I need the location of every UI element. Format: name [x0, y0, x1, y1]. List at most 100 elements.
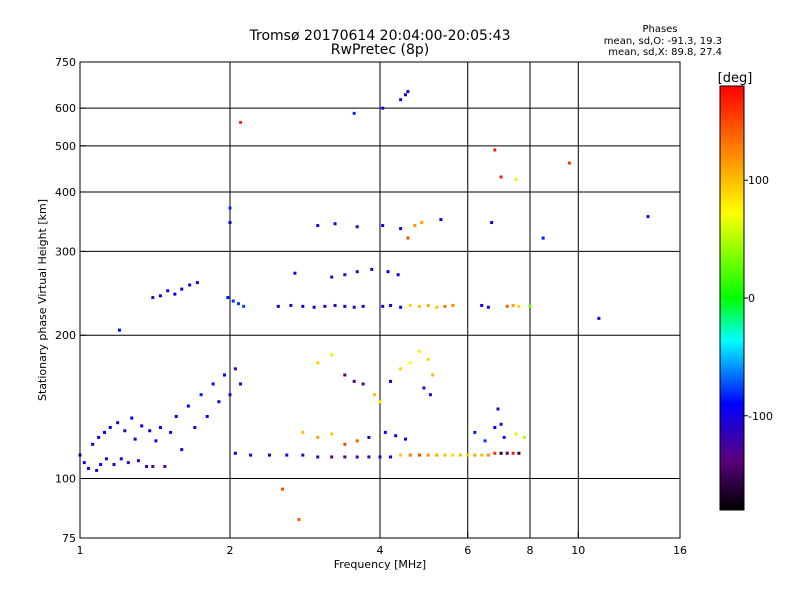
data-point	[435, 305, 439, 309]
data-point	[517, 451, 521, 455]
data-point	[158, 425, 162, 429]
data-point	[381, 304, 385, 308]
data-point	[408, 453, 412, 457]
data-point	[330, 353, 334, 357]
data-point	[151, 464, 155, 468]
data-point	[297, 518, 301, 522]
data-point	[199, 393, 203, 397]
data-point	[511, 303, 515, 307]
data-point	[103, 430, 107, 434]
data-point	[217, 400, 221, 404]
data-point	[104, 457, 108, 461]
data-point	[381, 106, 385, 110]
data-point	[130, 416, 134, 420]
data-point	[511, 451, 515, 455]
data-point	[499, 422, 503, 426]
data-point	[301, 304, 305, 308]
data-point	[439, 218, 443, 222]
data-point	[242, 304, 246, 308]
data-point	[223, 373, 227, 377]
data-point	[285, 453, 289, 457]
data-point	[399, 453, 403, 457]
data-point	[116, 421, 120, 425]
data-point	[158, 294, 162, 298]
data-point	[140, 424, 144, 428]
data-point	[399, 227, 403, 231]
data-point	[567, 161, 571, 165]
data-point	[443, 453, 447, 457]
data-point	[82, 461, 86, 465]
data-point	[352, 305, 356, 309]
data-point	[173, 292, 177, 296]
data-point	[333, 303, 337, 307]
data-point	[458, 453, 462, 457]
x-tick-label: 10	[571, 544, 585, 557]
x-tick-label: 16	[673, 544, 687, 557]
colorbar-tick-label: 0	[748, 292, 755, 305]
data-point	[188, 283, 192, 287]
plot-grid	[80, 62, 680, 538]
x-axis-ticks: 1 2 4 6 8 10 16	[77, 532, 687, 557]
colorbar	[719, 85, 745, 511]
data-point	[117, 328, 121, 332]
data-point	[451, 453, 455, 457]
data-point	[646, 215, 650, 219]
data-point	[236, 302, 240, 306]
data-point	[148, 429, 152, 433]
data-point	[108, 425, 112, 429]
data-point	[370, 267, 374, 271]
data-point	[343, 304, 347, 308]
data-point	[195, 281, 199, 285]
data-point	[312, 305, 316, 309]
data-point	[330, 432, 334, 436]
data-point	[180, 287, 184, 291]
x-axis-label: Frequency [MHz]	[334, 558, 426, 571]
data-point	[417, 349, 421, 353]
data-point	[226, 296, 230, 300]
data-point	[541, 236, 545, 240]
data-point	[123, 429, 127, 433]
data-point	[316, 224, 320, 228]
data-point	[343, 442, 347, 446]
data-point	[343, 273, 347, 277]
data-point	[408, 303, 412, 307]
data-point	[399, 98, 403, 102]
data-point	[417, 453, 421, 457]
data-point	[95, 468, 99, 472]
x-tick-label: 6	[464, 544, 471, 557]
data-point	[169, 430, 173, 434]
data-point	[293, 271, 297, 275]
data-point	[193, 425, 197, 429]
data-point	[413, 224, 417, 228]
data-point	[166, 289, 170, 293]
data-point	[355, 270, 359, 274]
data-point	[343, 455, 347, 459]
data-point	[505, 304, 509, 308]
data-point	[473, 453, 477, 457]
data-point	[431, 373, 435, 377]
data-point	[330, 275, 334, 279]
data-point	[316, 361, 320, 365]
data-point	[333, 222, 337, 226]
data-point	[276, 304, 280, 308]
data-point	[289, 303, 293, 307]
y-tick-label: 750	[55, 56, 76, 69]
data-point	[231, 299, 235, 303]
data-point	[373, 393, 377, 397]
data-point	[383, 430, 387, 434]
data-point	[228, 221, 232, 225]
data-point	[163, 464, 167, 468]
data-point	[211, 382, 215, 386]
data-point	[352, 379, 356, 383]
data-point	[99, 463, 103, 467]
y-tick-label: 300	[55, 245, 76, 258]
data-point	[417, 304, 421, 308]
data-point	[394, 434, 398, 438]
data-point	[301, 453, 305, 457]
chart-subtitle: RwPretec (8p)	[331, 42, 429, 58]
data-point	[597, 316, 601, 320]
data-point	[86, 466, 90, 470]
colorbar-label: [deg]	[718, 71, 753, 86]
